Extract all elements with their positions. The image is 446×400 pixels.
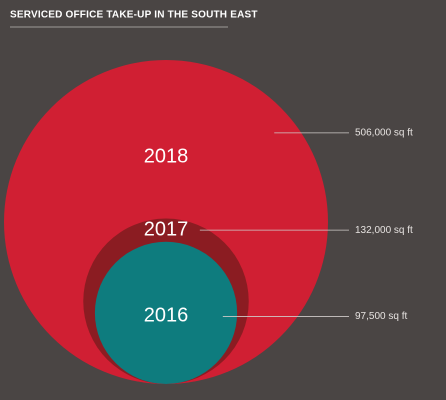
category-label: 2016 [144,305,189,327]
bubble [94,241,238,384]
value-label: 97,500 sq ft [355,311,407,322]
value-label: 132,000 sq ft [355,225,413,236]
category-label: 2017 [144,218,189,240]
value-label: 506,000 sq ft [355,128,413,139]
chart-title: SERVICED OFFICE TAKE-UP IN THE SOUTH EAS… [10,10,258,21]
category-label: 2018 [144,145,189,167]
